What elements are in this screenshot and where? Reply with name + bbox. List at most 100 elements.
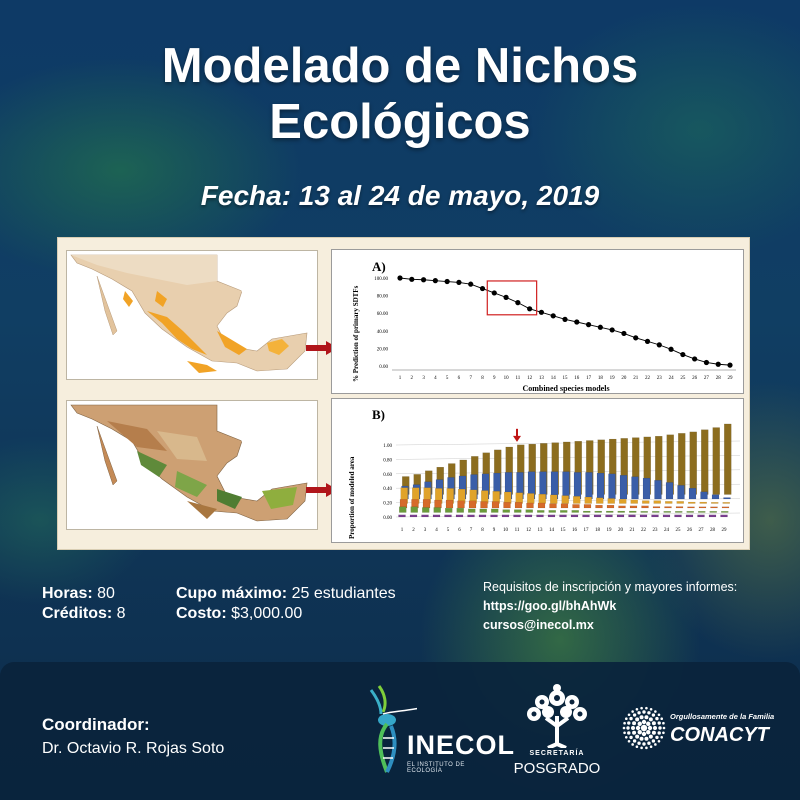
capacity-label: Cupo máximo: — [176, 585, 288, 602]
requirements-text: Requisitos de inscripción y mayores info… — [483, 580, 738, 594]
bar — [662, 514, 671, 518]
bar — [445, 499, 454, 509]
data-point — [456, 279, 462, 285]
bar — [629, 510, 637, 513]
x-tick-label: 24 — [664, 528, 670, 533]
x-tick-label: 21 — [633, 376, 639, 381]
data-point — [468, 281, 474, 287]
bar — [501, 514, 510, 518]
logo-dot — [635, 707, 639, 711]
x-tick-label: 17 — [584, 528, 590, 533]
logo-dot — [639, 715, 644, 720]
x-tick-label: 12 — [527, 376, 533, 381]
logo-dot — [657, 731, 661, 735]
x-tick-label: 18 — [595, 528, 601, 533]
registration-link[interactable]: https://goo.gl/bhAhWk — [483, 599, 617, 613]
bar — [560, 503, 569, 509]
bar — [721, 506, 730, 509]
bar — [537, 510, 545, 513]
bar — [701, 429, 709, 495]
bar — [675, 511, 683, 513]
logo-dot — [637, 721, 642, 726]
bar — [721, 511, 729, 513]
y-axis-label: % Prediction of primary SDTFs — [352, 285, 360, 382]
bar — [593, 514, 602, 518]
x-tick-label: 26 — [692, 376, 698, 381]
credits-row: Créditos: 8 — [42, 604, 126, 624]
logo-dot — [641, 731, 647, 737]
x-tick-label: 7 — [469, 376, 472, 381]
figure-panel: A) % Prediction of primary SDTFs Combine… — [57, 237, 750, 550]
data-point — [621, 330, 627, 337]
logo-dot — [632, 730, 637, 735]
y-tick-label: 40.00 — [377, 330, 389, 335]
conacyt-subtitle: Orgullosamente de la Familia — [670, 712, 775, 721]
logo-dot — [629, 735, 633, 740]
x-tick-label: 27 — [699, 528, 705, 533]
x-axis-label: Combined species models — [522, 384, 609, 393]
logo-dot — [648, 734, 653, 739]
y-tick-label: 0.60 — [383, 473, 392, 478]
data-point — [432, 278, 438, 284]
logo-dot — [641, 719, 647, 725]
chart-title: B) — [372, 407, 385, 422]
bar — [722, 502, 730, 504]
bar — [652, 506, 661, 509]
x-tick-label: 20 — [618, 528, 624, 533]
bar — [456, 508, 464, 513]
bar — [642, 477, 651, 500]
bar — [698, 511, 706, 513]
inecol-logo: INECOL EL INSTITUTO DE ECOLOGÍA — [357, 680, 514, 780]
x-tick-label: 14 — [549, 528, 555, 533]
x-tick-label: 2 — [412, 528, 415, 533]
bar — [631, 476, 639, 500]
x-tick-label: 25 — [680, 376, 686, 381]
contact-email[interactable]: cursos@inecol.mx — [483, 618, 594, 632]
bar — [467, 514, 475, 518]
bar — [711, 502, 719, 504]
bar — [688, 501, 696, 504]
logo-dot — [627, 713, 631, 717]
y-tick-label: 20.00 — [377, 347, 389, 352]
capacity-cost: Cupo máximo: 25 estudiantes Costo: $3,00… — [176, 584, 396, 624]
logo-dot — [627, 721, 631, 725]
bar — [689, 431, 697, 495]
data-point — [727, 362, 733, 368]
mexico-map-vegetation — [66, 400, 318, 530]
bar — [583, 510, 591, 513]
cost-label: Costo: — [176, 605, 227, 622]
logo-dot — [658, 726, 662, 730]
bar — [699, 501, 707, 504]
logo-dot — [631, 726, 635, 730]
x-tick-label: 13 — [539, 376, 545, 381]
conacyt-dots-logo-icon — [622, 706, 666, 750]
logo-dot — [635, 745, 639, 749]
bar — [608, 473, 616, 500]
bar — [573, 472, 582, 500]
data-point — [597, 324, 603, 330]
logo-dot — [655, 716, 659, 721]
bar — [664, 506, 672, 509]
bar — [468, 508, 476, 513]
y-tick-label: 0.20 — [383, 502, 392, 507]
title-line-2: Ecológicos — [269, 95, 531, 149]
logo-dot — [637, 730, 642, 735]
line-chart-panel: A) % Prediction of primary SDTFs Combine… — [331, 249, 744, 394]
data-point — [715, 361, 721, 367]
logo-dot — [653, 726, 657, 730]
bar — [652, 511, 660, 513]
credits-label: Créditos: — [42, 605, 113, 622]
x-tick-label: 26 — [687, 528, 693, 533]
bar — [596, 472, 605, 500]
inecol-name: INECOL — [407, 730, 516, 760]
data-point — [668, 346, 674, 352]
bar — [457, 500, 465, 509]
x-tick-label: 9 — [493, 528, 496, 533]
logo-dot — [631, 743, 634, 746]
bar — [585, 472, 593, 500]
x-tick-label: 8 — [481, 528, 484, 533]
logo-dot — [632, 721, 637, 726]
logo-dot — [627, 731, 631, 735]
bar — [433, 507, 441, 513]
data-point — [479, 285, 486, 292]
